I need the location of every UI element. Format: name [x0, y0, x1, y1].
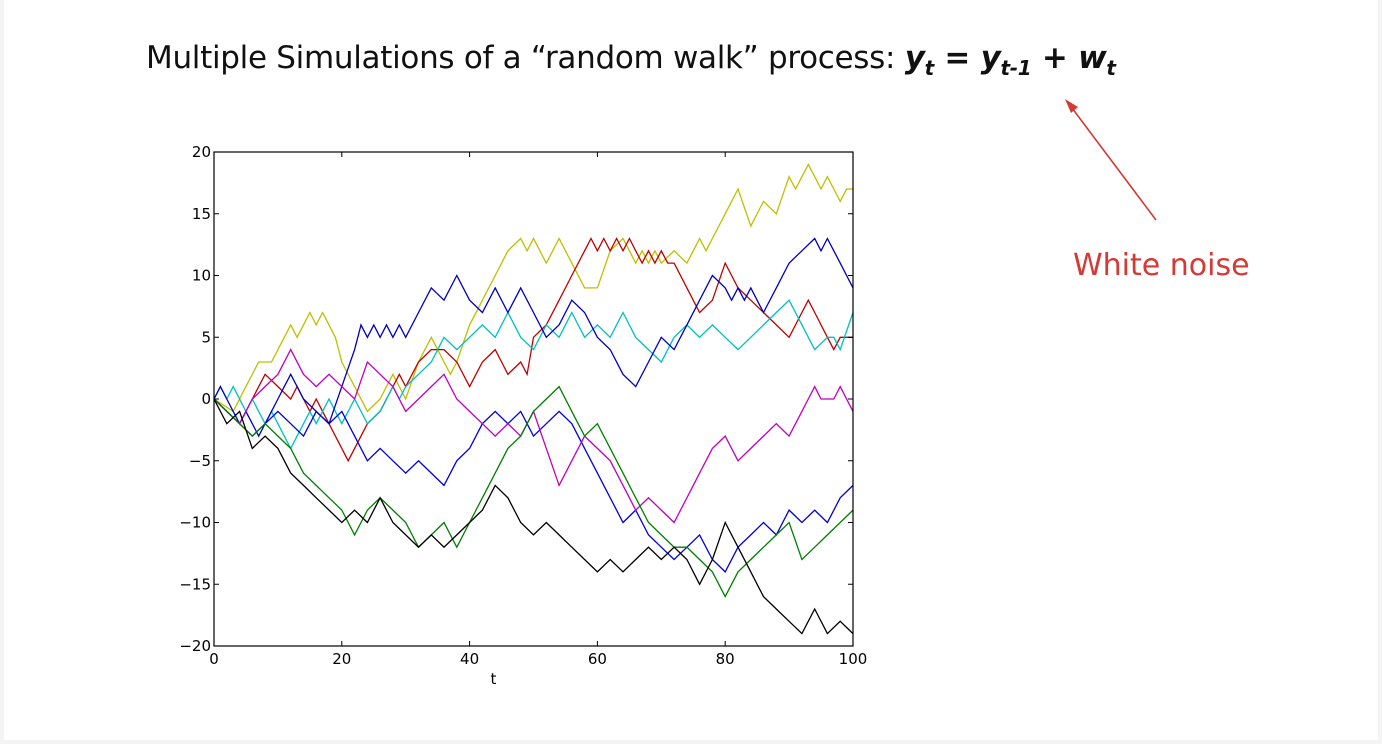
- y-tick-label: −5: [189, 452, 211, 470]
- annotation-arrowhead: [1065, 99, 1078, 113]
- x-tick-label: 100: [839, 650, 868, 668]
- x-tick-label: 80: [716, 650, 735, 668]
- equation: yt = yt-1 + wt: [904, 40, 1116, 78]
- series-line-8: [213, 398, 854, 635]
- series-line-1: [213, 162, 853, 413]
- slide-title: Multiple Simulations of a “random walk” …: [146, 40, 1116, 78]
- series-line-2: [213, 237, 853, 463]
- white-noise-annotation: White noise: [1073, 248, 1250, 283]
- y-tick-label: 15: [192, 205, 211, 223]
- y-tick-label: −20: [179, 637, 211, 655]
- eq-w: w: [1078, 40, 1107, 76]
- eq-w-subscript: t: [1106, 56, 1116, 80]
- x-axis-label: t: [491, 670, 497, 688]
- eq-equals: =: [933, 40, 981, 76]
- x-tick-label: 0: [209, 650, 219, 668]
- plot-area: 0 20 40 60 80 100 20 15 10 5 0 −5 −10 −15 −20 t: [179, 143, 867, 688]
- series-line-6: [213, 348, 854, 524]
- series-line-4: [213, 237, 854, 438]
- y-tick-label: 5: [201, 328, 211, 346]
- y-tick-label: 20: [192, 143, 211, 161]
- y-tick-label: 10: [192, 267, 211, 285]
- y-tick-label: 0: [201, 390, 211, 408]
- eq-y-prev: y: [980, 40, 1001, 76]
- title-prefix: Multiple Simulations of a “random walk” …: [146, 40, 905, 76]
- x-tick-label: 20: [332, 650, 351, 668]
- y-tick-label: −10: [179, 514, 211, 532]
- y-tick-label: −15: [179, 575, 211, 593]
- plot-background: [214, 152, 853, 646]
- annotation-arrow: [1068, 103, 1157, 221]
- x-tick-label: 60: [588, 650, 607, 668]
- series-line-3: [213, 299, 854, 450]
- eq-y: y: [904, 40, 925, 76]
- x-tick-label: 40: [460, 650, 479, 668]
- eq-y-prev-subscript: t-1: [1000, 56, 1032, 80]
- eq-plus: +: [1031, 40, 1079, 76]
- eq-y-subscript: t: [924, 56, 935, 80]
